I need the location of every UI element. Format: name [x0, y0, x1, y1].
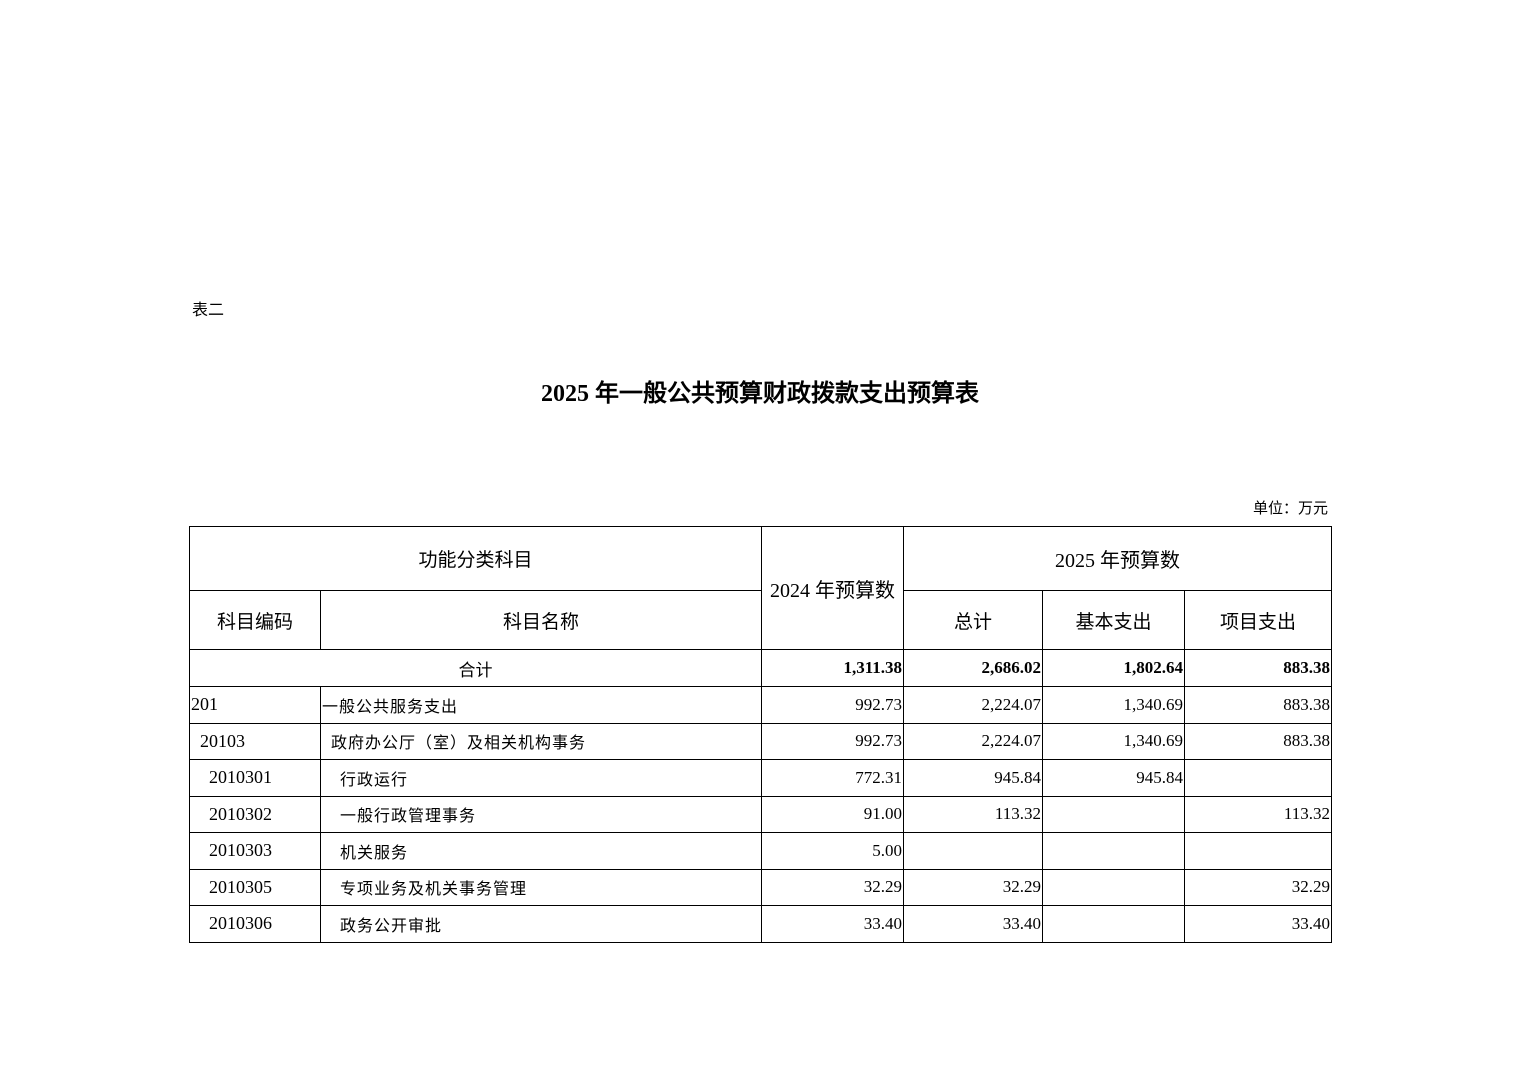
project-cell: 32.29 — [1184, 868, 1333, 906]
name-cell: 政务公开审批 — [319, 905, 763, 943]
code-cell: 2010302 — [189, 795, 321, 833]
total-cell: 33.40 — [903, 905, 1044, 943]
table-row: 2010302 一般行政管理事务 91.00 113.32 113.32 — [189, 795, 1333, 833]
basic-cell — [1042, 905, 1186, 943]
total-cell: 945.84 — [903, 759, 1044, 797]
name-cell: 机关服务 — [319, 832, 763, 870]
prev-cell: 91.00 — [761, 795, 905, 833]
project-cell — [1184, 759, 1333, 797]
total-cell: 32.29 — [903, 868, 1044, 906]
total-cell — [903, 832, 1044, 870]
prev-cell: 992.73 — [761, 722, 905, 760]
header-2024-budget: 2024 年预算数 — [761, 526, 905, 650]
name-cell: 政府办公厅（室）及相关机构事务 — [319, 722, 763, 760]
code-cell: 2010301 — [189, 759, 321, 797]
total-cell: 2,224.07 — [903, 686, 1044, 724]
header-total: 总计 — [903, 590, 1044, 650]
project-cell — [1184, 832, 1333, 870]
name-cell: 行政运行 — [319, 759, 763, 797]
project-cell: 883.38 — [1184, 686, 1333, 724]
prev-cell: 772.31 — [761, 759, 905, 797]
total-row: 合计 1,311.38 2,686.02 1,802.64 883.38 — [188, 649, 1333, 687]
code-cell: 201 — [189, 686, 321, 724]
name-cell: 一般行政管理事务 — [319, 795, 763, 833]
table-row: 2010303 机关服务 5.00 — [189, 832, 1333, 870]
total-basic: 1,802.64 — [1042, 649, 1186, 687]
code-cell: 2010303 — [189, 832, 321, 870]
name-cell: 专项业务及机关事务管理 — [319, 868, 763, 906]
header-basic: 基本支出 — [1042, 590, 1186, 650]
header-name: 科目名称 — [319, 590, 763, 650]
total-cell: 113.32 — [903, 795, 1044, 833]
code-cell: 2010306 — [189, 905, 321, 943]
table-row: 2010306 政务公开审批 33.40 33.40 33.40 — [189, 905, 1333, 943]
code-cell: 2010305 — [189, 868, 321, 906]
prev-cell: 32.29 — [761, 868, 905, 906]
basic-cell: 1,340.69 — [1042, 686, 1186, 724]
table-row: 20103 政府办公厅（室）及相关机构事务 992.73 2,224.07 1,340.… — [189, 722, 1333, 760]
header-function-category: 功能分类科目 — [188, 526, 763, 591]
total-label: 合计 — [188, 649, 763, 687]
table-label: 表二 — [192, 300, 225, 319]
project-cell: 33.40 — [1184, 905, 1333, 943]
basic-cell — [1042, 868, 1186, 906]
basic-cell — [1042, 795, 1186, 833]
page-title: 2025 年一般公共预算财政拨款支出预算表 — [541, 381, 979, 407]
total-cell: 2,224.07 — [903, 722, 1044, 760]
table-row: 201 一般公共服务支出 992.73 2,224.07 1,340.69 883.38 — [189, 686, 1333, 724]
total-total: 2,686.02 — [903, 649, 1044, 687]
header-2025-budget: 2025 年预算数 — [903, 526, 1333, 591]
unit-label: 单位：万元 — [1252, 499, 1328, 517]
budget-table: 功能分类科目 2024 年预算数 2025 年预算数 科目编码 科目名称 总计 … — [188, 526, 1333, 943]
table-row: 2010301 行政运行 772.31 945.84 945.84 — [189, 759, 1333, 797]
name-cell: 一般公共服务支出 — [319, 686, 763, 724]
header-code: 科目编码 — [189, 590, 321, 650]
project-cell: 113.32 — [1184, 795, 1333, 833]
basic-cell — [1042, 832, 1186, 870]
header-project: 项目支出 — [1184, 590, 1333, 650]
project-cell: 883.38 — [1184, 722, 1333, 760]
basic-cell: 945.84 — [1042, 759, 1186, 797]
total-project: 883.38 — [1184, 649, 1333, 687]
prev-cell: 33.40 — [761, 905, 905, 943]
code-cell: 20103 — [189, 722, 321, 760]
prev-cell: 992.73 — [761, 686, 905, 724]
table-row: 2010305 专项业务及机关事务管理 32.29 32.29 32.29 — [189, 868, 1333, 906]
prev-cell: 5.00 — [761, 832, 905, 870]
basic-cell: 1,340.69 — [1042, 722, 1186, 760]
total-prev: 1,311.38 — [761, 649, 905, 687]
